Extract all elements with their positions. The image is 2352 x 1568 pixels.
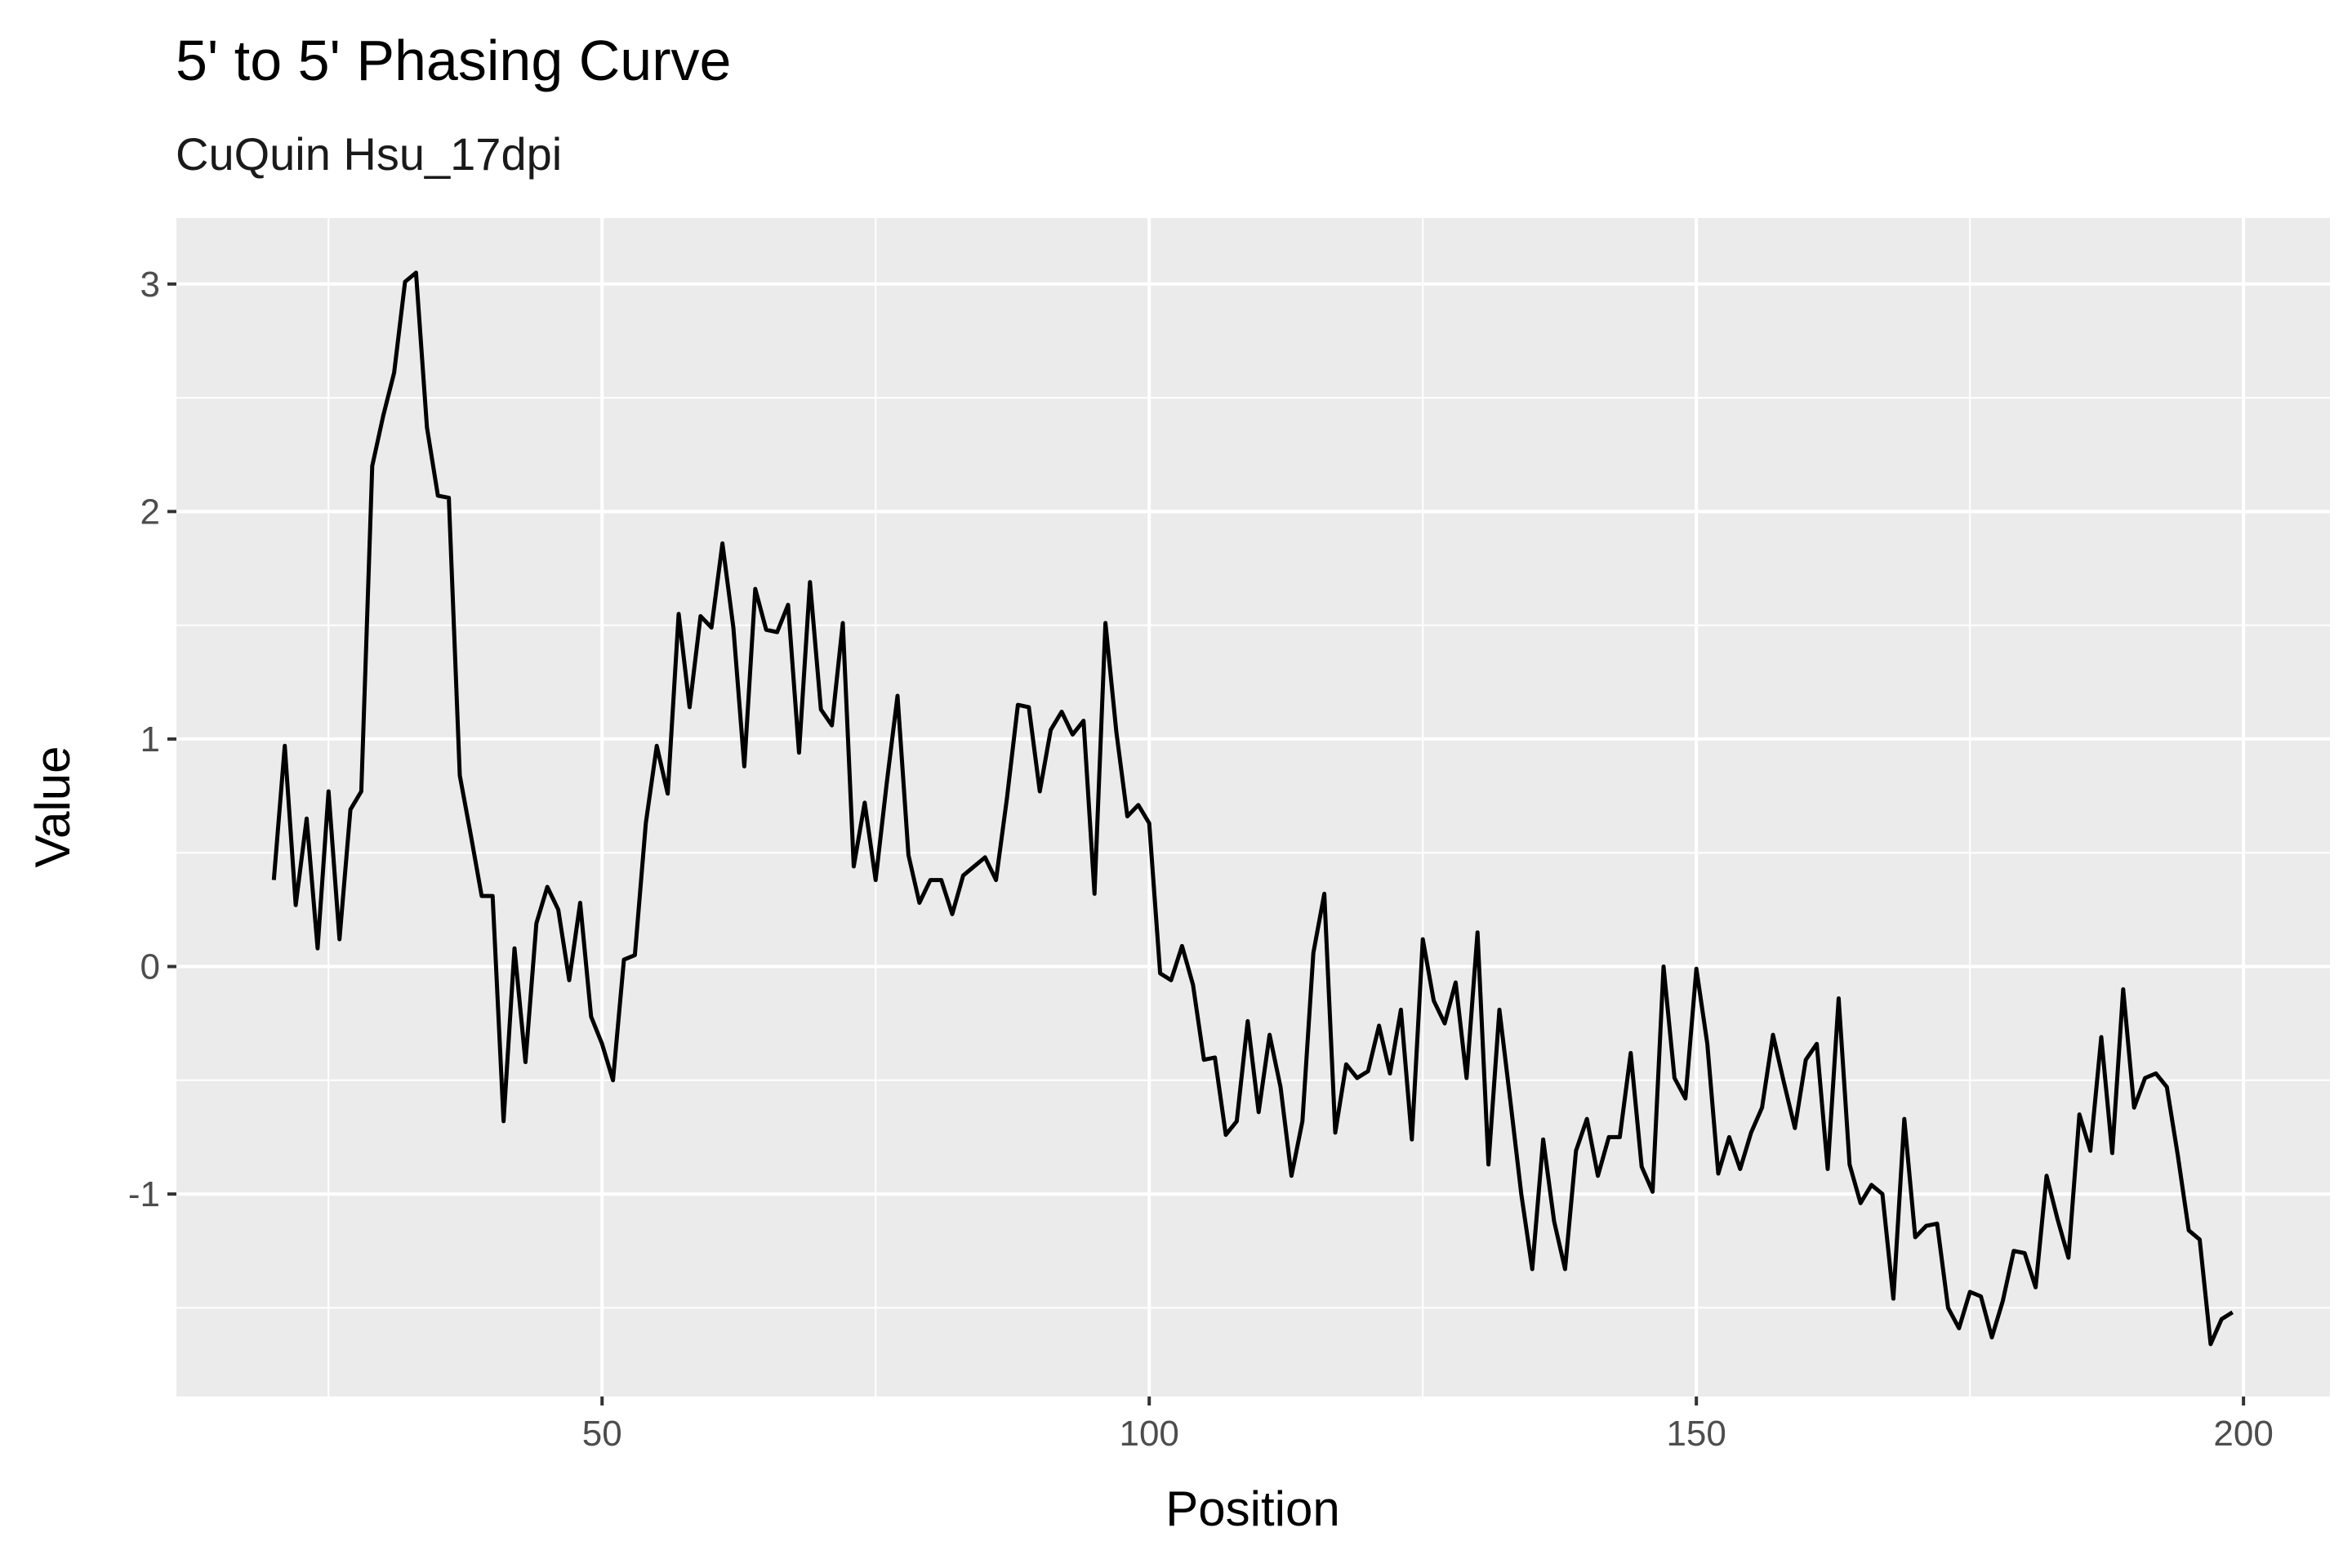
grid-major <box>176 218 2330 1396</box>
x-tick-label: 100 <box>1119 1414 1178 1454</box>
x-axis-title: Position <box>1165 1481 1339 1536</box>
y-tick-label: 1 <box>140 719 160 760</box>
x-axis: 50 100 150 200 <box>582 1396 2274 1454</box>
y-tick-label: 0 <box>140 947 160 987</box>
series-layer <box>271 270 2234 1347</box>
y-axis-title: Value <box>25 746 80 867</box>
chart-subtitle: CuQuin Hsu_17dpi <box>176 128 562 180</box>
y-tick-label: -1 <box>128 1174 160 1214</box>
plot-panel <box>176 218 2330 1396</box>
chart-title: 5' to 5' Phasing Curve <box>176 29 731 92</box>
y-tick-label: 3 <box>140 265 160 305</box>
series-line <box>271 270 2234 1347</box>
x-tick-label: 200 <box>2213 1414 2273 1454</box>
y-axis: -1 0 1 2 3 <box>128 265 176 1214</box>
x-tick-label: 150 <box>1666 1414 1726 1454</box>
x-tick-label: 50 <box>582 1414 622 1454</box>
y-tick-label: 2 <box>140 492 160 532</box>
